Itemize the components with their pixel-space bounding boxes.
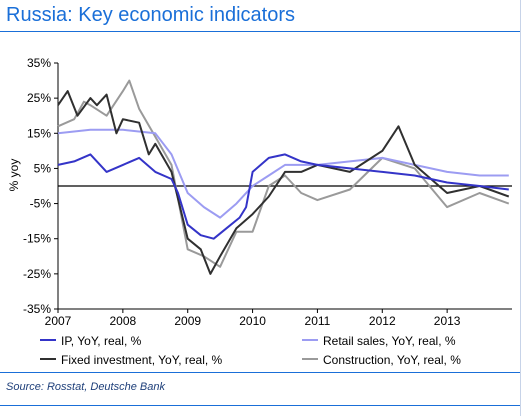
chart-title: Russia: Key economic indicators — [6, 4, 296, 26]
y-tick-label: -25% — [23, 267, 51, 281]
frame-right-border — [520, 0, 521, 416]
chart-axes — [54, 62, 512, 313]
title-underline — [0, 31, 520, 32]
legend-item-retail: Retail sales, YoY, real, % — [302, 333, 456, 348]
legend-item-investment: Fixed investment, YoY, real, % — [40, 352, 222, 367]
x-tick-labels: 2007 2008 2009 2010 2011 2012 2013 — [45, 314, 461, 328]
legend-label-ip: IP, YoY, real, % — [61, 333, 142, 348]
legend-swatch-retail — [302, 338, 318, 341]
legend-label-investment: Fixed investment, YoY, real, % — [61, 352, 223, 367]
line-chart: 35%25%15%5%-5%-15%-25%-35% 2007 2008 2009 2… — [7, 56, 512, 328]
x-tick-label: 2010 — [239, 314, 266, 328]
legend-swatch-investment — [40, 357, 56, 360]
legend-swatch-construction — [302, 357, 318, 360]
x-tick-label: 2009 — [174, 314, 201, 328]
bottom-rule — [0, 405, 520, 406]
legend-swatch-ip — [40, 338, 56, 341]
y-tick-label: -15% — [23, 232, 51, 246]
x-tick-label: 2011 — [305, 314, 331, 328]
legend-label-retail: Retail sales, YoY, real, % — [323, 333, 456, 348]
source-note: Source: Rosstat, Deutsche Bank — [6, 381, 165, 393]
legend-item-construction: Construction, YoY, real, % — [302, 352, 461, 367]
y-tick-label: 5% — [34, 161, 52, 175]
source-separator — [0, 372, 520, 373]
series-line-investment — [57, 90, 510, 275]
x-tick-label: 2013 — [434, 314, 461, 328]
y-tick-label: 35% — [27, 56, 51, 70]
x-tick-label: 2007 — [45, 314, 72, 328]
legend-label-construction: Construction, YoY, real, % — [323, 352, 461, 367]
x-tick-label: 2012 — [369, 314, 396, 328]
y-tick-label: -5% — [30, 197, 52, 211]
legend-item-ip: IP, YoY, real, % — [40, 333, 141, 348]
y-axis-label: % yoy — [7, 159, 21, 192]
x-tick-label: 2008 — [110, 314, 137, 328]
y-tick-label: 15% — [27, 126, 51, 140]
series-lines — [57, 79, 510, 275]
series-line-ip — [57, 153, 509, 240]
y-tick-label: -35% — [23, 302, 51, 316]
y-tick-label: 25% — [27, 91, 51, 105]
y-tick-labels: 35% 25% 15% 5% -5% -15% -25% -35% — [23, 56, 51, 316]
